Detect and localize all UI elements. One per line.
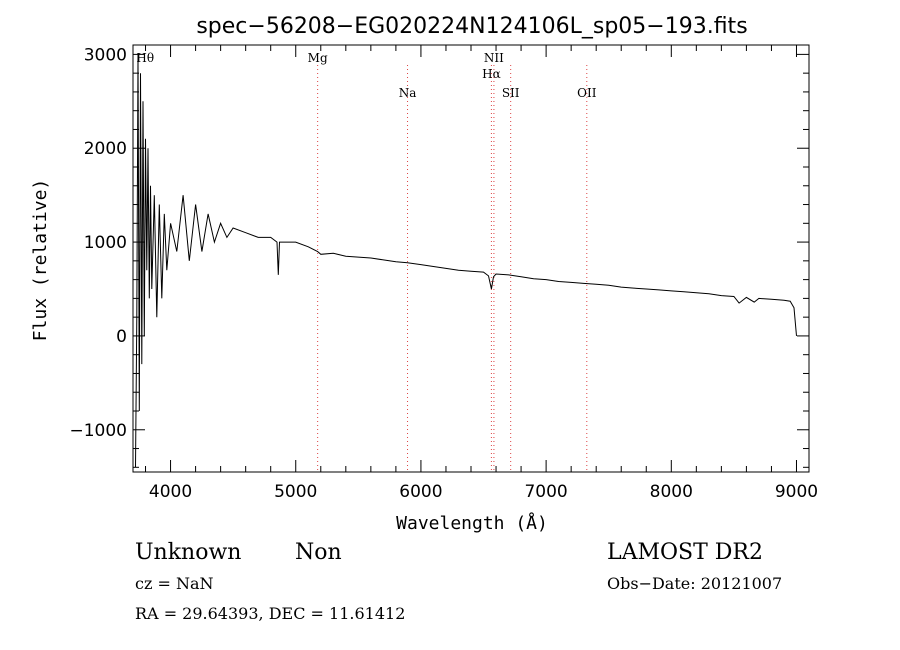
spectral-line-label: Hθ bbox=[136, 51, 154, 65]
x-tick-label: 9000 bbox=[775, 482, 818, 502]
x-axis-label: Wavelength (Å) bbox=[396, 512, 548, 534]
spectral-line-label: SII bbox=[502, 86, 520, 100]
x-tick-label: 6000 bbox=[399, 482, 442, 502]
y-axis-label: Flux (relative) bbox=[30, 179, 51, 342]
survey-label: LAMOST DR2 bbox=[607, 540, 763, 565]
x-tick-label: 7000 bbox=[524, 482, 567, 502]
spectral-line-label: Mg bbox=[308, 51, 328, 65]
subclass-label: Non bbox=[295, 540, 342, 565]
x-axis-ticks: 4000 5000 6000 7000 8000 9000 bbox=[145, 45, 818, 502]
spectral-line-label: Na bbox=[399, 86, 417, 100]
spectral-line-label: NII bbox=[484, 51, 504, 65]
spectrum-line bbox=[135, 54, 797, 468]
y-tick-label: −1000 bbox=[69, 421, 127, 441]
y-tick-label: 3000 bbox=[84, 45, 127, 65]
obs-date: Obs−Date: 20121007 bbox=[607, 574, 783, 593]
chart-title: spec−56208−EG020224N124106L_sp05−193.fit… bbox=[196, 14, 747, 39]
x-tick-label: 8000 bbox=[650, 482, 693, 502]
coordinates: RA = 29.64393, DEC = 11.61412 bbox=[135, 604, 406, 623]
spectral-line-label: Hα bbox=[482, 67, 501, 81]
plot-frame bbox=[132, 44, 810, 473]
x-tick-label: 5000 bbox=[274, 482, 317, 502]
y-tick-label: 1000 bbox=[84, 233, 127, 253]
x-tick-label: 4000 bbox=[149, 482, 192, 502]
spectral-line-label: OII bbox=[577, 86, 597, 100]
class-label: Unknown bbox=[135, 540, 242, 565]
y-axis-ticks: −1000 0 1000 2000 3000 bbox=[69, 45, 809, 468]
redshift-value: cz = NaN bbox=[135, 574, 214, 593]
y-tick-label: 0 bbox=[116, 327, 127, 347]
y-tick-label: 2000 bbox=[84, 139, 127, 159]
